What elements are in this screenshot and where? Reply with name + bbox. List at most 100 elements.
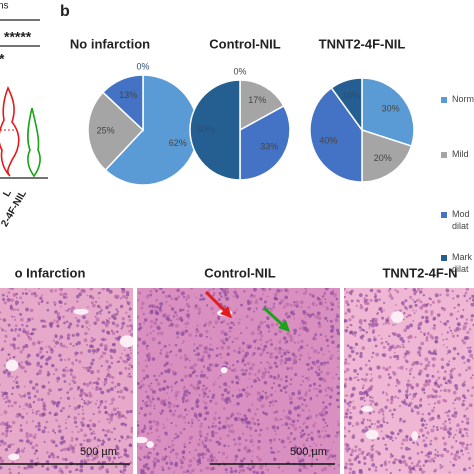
nucleus bbox=[137, 298, 140, 302]
nucleus bbox=[363, 399, 366, 402]
nucleus bbox=[253, 310, 256, 313]
nucleus bbox=[420, 288, 423, 290]
nucleus bbox=[284, 295, 287, 298]
nucleus bbox=[75, 468, 79, 472]
nucleus bbox=[182, 340, 185, 343]
nucleus bbox=[71, 361, 75, 365]
nucleus bbox=[265, 396, 269, 400]
nucleus bbox=[446, 411, 449, 414]
nucleus bbox=[115, 444, 119, 448]
nucleus bbox=[263, 344, 268, 349]
nucleus bbox=[128, 318, 132, 322]
nucleus bbox=[293, 437, 296, 441]
nucleus bbox=[223, 444, 227, 448]
nucleus bbox=[208, 289, 211, 292]
nucleus bbox=[198, 394, 201, 397]
nucleus bbox=[190, 365, 195, 369]
nucleus bbox=[448, 421, 451, 424]
nucleus bbox=[344, 358, 348, 361]
nucleus bbox=[105, 359, 109, 364]
nucleus bbox=[445, 338, 448, 341]
pie-slice bbox=[330, 77, 363, 133]
nucleus bbox=[444, 424, 447, 428]
nucleus bbox=[312, 313, 316, 317]
nucleus bbox=[187, 391, 191, 395]
nucleus bbox=[62, 315, 65, 319]
vessel bbox=[390, 310, 404, 323]
nucleus bbox=[436, 454, 440, 457]
nucleus bbox=[126, 353, 130, 358]
nucleus bbox=[424, 309, 429, 314]
nucleus bbox=[137, 315, 140, 320]
nucleus bbox=[176, 404, 180, 408]
nucleus bbox=[93, 432, 96, 435]
nucleus bbox=[293, 444, 296, 447]
nucleus bbox=[104, 410, 108, 414]
nucleus bbox=[108, 289, 113, 294]
nucleus bbox=[334, 434, 339, 438]
nucleus bbox=[237, 448, 241, 452]
nucleus bbox=[121, 360, 125, 363]
nucleus bbox=[153, 374, 156, 378]
nucleus bbox=[345, 291, 349, 294]
nucleus bbox=[197, 419, 200, 422]
nucleus bbox=[318, 301, 323, 306]
nucleus bbox=[137, 337, 142, 341]
nucleus bbox=[240, 332, 243, 335]
nucleus bbox=[11, 375, 14, 378]
nucleus bbox=[211, 395, 215, 400]
nucleus bbox=[211, 433, 215, 438]
nucleus bbox=[79, 421, 83, 424]
nucleus bbox=[314, 338, 317, 341]
nucleus bbox=[106, 368, 109, 371]
nucleus bbox=[142, 313, 145, 316]
nucleus bbox=[447, 349, 452, 354]
nucleus bbox=[184, 329, 189, 333]
nucleus bbox=[326, 361, 330, 364]
nucleus bbox=[245, 439, 248, 442]
nucleus bbox=[433, 324, 436, 327]
nucleus bbox=[461, 420, 464, 423]
nucleus bbox=[190, 425, 193, 428]
nucleus bbox=[18, 327, 22, 332]
nucleus bbox=[83, 399, 86, 402]
nucleus bbox=[204, 436, 208, 440]
nucleus bbox=[408, 437, 413, 442]
nucleus bbox=[371, 377, 374, 380]
nucleus bbox=[427, 302, 430, 305]
nucleus bbox=[171, 369, 174, 373]
pie-slice bbox=[361, 77, 415, 148]
nucleus bbox=[371, 454, 373, 457]
nucleus bbox=[181, 450, 186, 455]
nucleus bbox=[25, 293, 28, 296]
nucleus bbox=[418, 298, 421, 301]
nucleus bbox=[382, 345, 386, 349]
nucleus bbox=[177, 295, 180, 299]
nucleus bbox=[333, 467, 336, 470]
nucleus bbox=[419, 362, 423, 366]
nucleus bbox=[77, 413, 80, 415]
nucleus bbox=[309, 398, 312, 401]
nucleus bbox=[47, 381, 50, 384]
nucleus bbox=[220, 338, 225, 343]
nucleus bbox=[176, 288, 180, 293]
nucleus bbox=[368, 425, 372, 429]
nucleus bbox=[45, 467, 50, 471]
nucleus bbox=[153, 467, 155, 469]
nucleus bbox=[165, 300, 168, 304]
nucleus bbox=[302, 423, 305, 426]
nucleus bbox=[266, 316, 270, 320]
nucleus bbox=[98, 357, 101, 360]
nucleus bbox=[232, 295, 235, 298]
nucleus bbox=[7, 323, 11, 327]
nucleus bbox=[43, 426, 47, 430]
nucleus bbox=[1, 421, 5, 426]
nucleus bbox=[47, 431, 50, 434]
nucleus bbox=[19, 366, 22, 369]
nucleus bbox=[249, 367, 251, 370]
nucleus bbox=[269, 374, 273, 379]
nucleus bbox=[154, 318, 158, 322]
nucleus bbox=[130, 436, 132, 439]
nucleus bbox=[407, 340, 410, 343]
nucleus bbox=[114, 295, 119, 300]
